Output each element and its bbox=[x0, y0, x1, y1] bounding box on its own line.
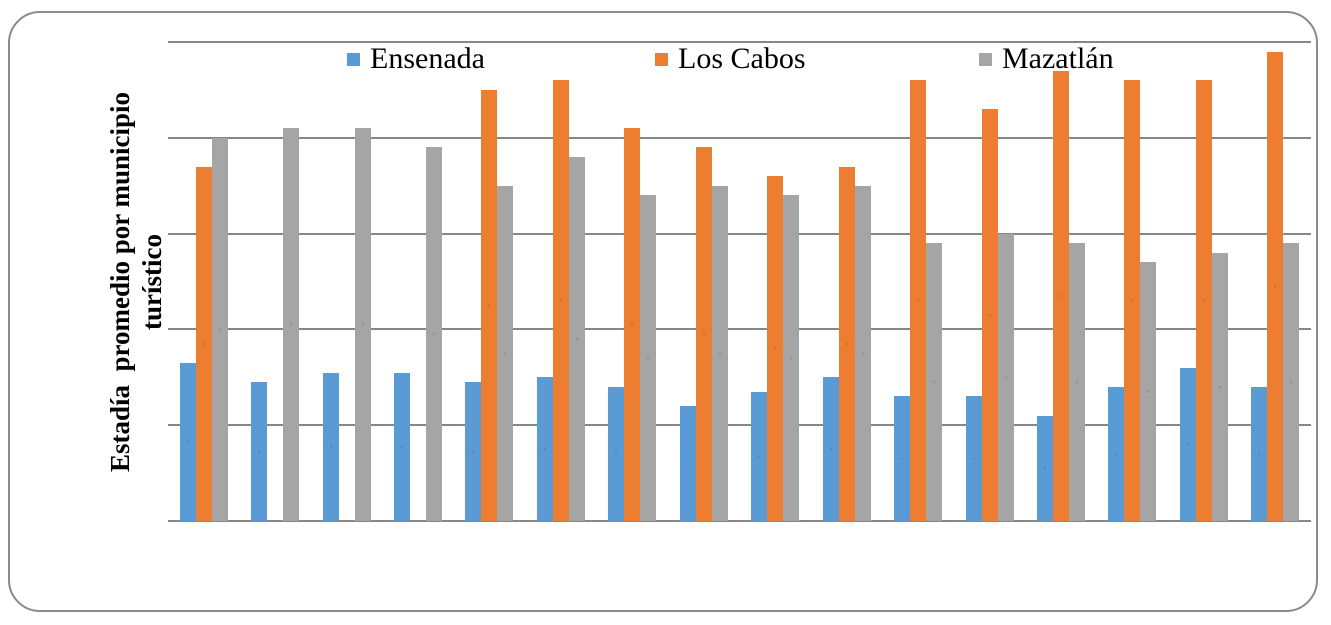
bar-ensenada bbox=[894, 396, 911, 521]
bar-ensenada bbox=[1179, 367, 1196, 521]
bar-ensenada bbox=[322, 372, 339, 521]
bar-mazatlan bbox=[711, 185, 728, 521]
bar-ensenada bbox=[394, 372, 411, 521]
bar-ensenada bbox=[1251, 386, 1268, 521]
bar-ensenada bbox=[1036, 415, 1053, 521]
bar-ensenada bbox=[822, 377, 839, 521]
bar-mazatlan bbox=[283, 128, 300, 521]
legend-item-los-cabos: Los Cabos bbox=[655, 44, 806, 74]
bar-los-cabos bbox=[481, 89, 498, 521]
bar-group-1 bbox=[168, 42, 239, 521]
bar-ensenada bbox=[965, 396, 982, 521]
bar-group-11 bbox=[882, 42, 953, 521]
bar-los-cabos bbox=[838, 166, 855, 521]
bar-mazatlan bbox=[640, 195, 657, 521]
bar-group-7 bbox=[597, 42, 668, 521]
bar-mazatlan bbox=[1283, 243, 1300, 521]
gridline bbox=[168, 520, 1311, 522]
bar-ensenada bbox=[179, 362, 196, 521]
gridline bbox=[168, 328, 1311, 331]
bar-mazatlan bbox=[1211, 252, 1228, 521]
bar-group-15 bbox=[1168, 42, 1239, 521]
bar-ensenada bbox=[608, 386, 625, 521]
bar-mazatlan bbox=[997, 233, 1014, 521]
bar-los-cabos bbox=[195, 166, 212, 521]
bar-ensenada bbox=[251, 382, 268, 521]
bar-ensenada bbox=[751, 391, 768, 521]
bar-mazatlan bbox=[926, 243, 943, 521]
gridline bbox=[168, 136, 1311, 139]
bar-mazatlan bbox=[1068, 243, 1085, 521]
legend-swatch-mazatlan bbox=[979, 52, 992, 66]
legend-swatch-los-cabos bbox=[655, 52, 668, 66]
legend-item-ensenada: Ensenada bbox=[347, 44, 485, 74]
bar-los-cabos bbox=[981, 109, 998, 521]
bar-group-2 bbox=[239, 42, 310, 521]
bar-mazatlan bbox=[426, 147, 443, 521]
bar-group-14 bbox=[1097, 42, 1168, 521]
figure-border bbox=[8, 11, 1318, 612]
bar-ensenada bbox=[1108, 386, 1125, 521]
bar-los-cabos bbox=[624, 128, 641, 521]
bar-ensenada bbox=[679, 406, 696, 521]
bar-los-cabos bbox=[695, 147, 712, 521]
bar-group-3 bbox=[311, 42, 382, 521]
bar-group-10 bbox=[811, 42, 882, 521]
bar-mazatlan bbox=[854, 185, 871, 521]
bar-mazatlan bbox=[354, 128, 371, 521]
y-axis-title: Estadía promedio por municipio turístico bbox=[105, 91, 168, 473]
bar-mazatlan bbox=[568, 156, 585, 521]
bar-los-cabos bbox=[910, 80, 927, 521]
bar-group-8 bbox=[668, 42, 739, 521]
bar-group-16 bbox=[1240, 42, 1311, 521]
bar-group-4 bbox=[382, 42, 453, 521]
bar-groups bbox=[168, 42, 1311, 521]
legend-label: Ensenada bbox=[370, 42, 485, 75]
bar-los-cabos bbox=[552, 80, 569, 521]
legend-item-mazatlan: Mazatlán bbox=[979, 44, 1114, 74]
bar-mazatlan bbox=[497, 185, 514, 521]
bar-group-12 bbox=[954, 42, 1025, 521]
bar-los-cabos bbox=[1052, 70, 1069, 521]
gridline bbox=[168, 232, 1311, 235]
bar-group-13 bbox=[1025, 42, 1096, 521]
bar-ensenada bbox=[465, 382, 482, 521]
bar-los-cabos bbox=[767, 176, 784, 521]
bar-group-5 bbox=[454, 42, 525, 521]
bar-mazatlan bbox=[783, 195, 800, 521]
legend-label: Mazatlán bbox=[1002, 42, 1114, 75]
bar-group-6 bbox=[525, 42, 596, 521]
bar-los-cabos bbox=[1195, 80, 1212, 521]
bar-mazatlan bbox=[1140, 262, 1157, 521]
bar-los-cabos bbox=[1124, 80, 1141, 521]
gridline bbox=[168, 424, 1311, 427]
bar-los-cabos bbox=[1267, 51, 1284, 521]
legend-swatch-ensenada bbox=[347, 52, 360, 66]
bar-ensenada bbox=[536, 377, 553, 521]
plot-area bbox=[168, 41, 1311, 522]
gridline bbox=[168, 41, 1311, 43]
legend-label: Los Cabos bbox=[678, 42, 806, 75]
bar-mazatlan bbox=[211, 137, 228, 521]
bar-group-9 bbox=[740, 42, 811, 521]
